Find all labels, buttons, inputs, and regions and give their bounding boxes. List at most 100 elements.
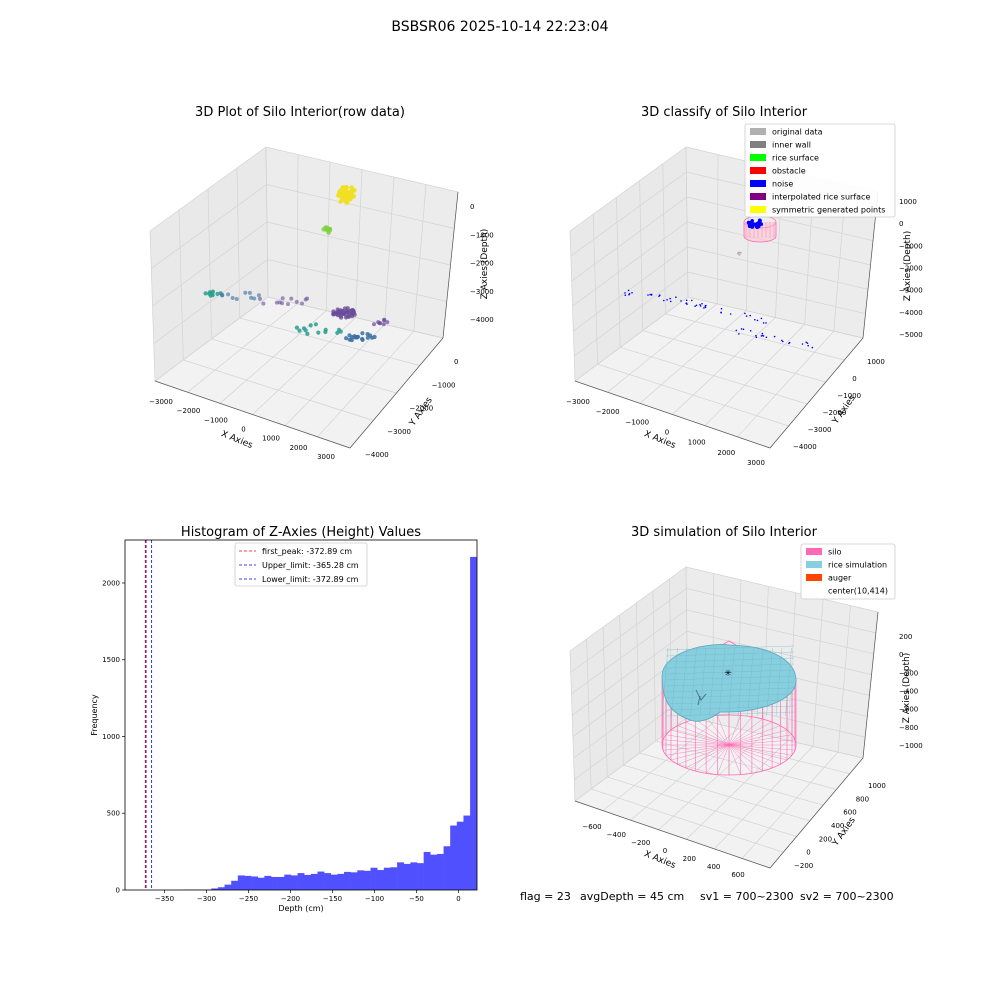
silo-floor-spoke (728, 744, 741, 775)
pane-left-wall (570, 147, 688, 381)
silo-floor-spoke (705, 744, 730, 774)
panel4-x-tick: 400 (707, 863, 720, 871)
panel1-z-tick: −4000 (470, 316, 494, 324)
legend-swatch (750, 193, 766, 200)
auger-marker (695, 689, 707, 706)
raw-data-point (230, 296, 235, 300)
panel4-x-tick: 0 (663, 847, 667, 855)
panel4-zlabel: Z Axies (Depth) (902, 653, 912, 724)
noise-point (761, 332, 764, 335)
gridline-z (572, 221, 871, 307)
panel2-x-tick: −2000 (596, 408, 620, 416)
silo-floor-spoke (728, 725, 781, 746)
noise-point (675, 296, 677, 299)
silo-floor-spoke (728, 744, 793, 756)
raw-data-point (294, 325, 299, 330)
noise-point (742, 328, 745, 331)
histogram-x-ticks: −350 −300 −250 −200 −150 −100 −50 0 (155, 890, 461, 903)
histogram-bar (324, 873, 332, 890)
noise-point (735, 329, 738, 332)
panel4-x-tick: −200 (631, 839, 650, 847)
panel1-x-tick: −2000 (177, 407, 201, 415)
noise-point (631, 291, 633, 294)
panel4-z-tick: −1000 (899, 742, 923, 750)
x-tick-label: −100 (365, 895, 384, 903)
panel2-x-tick: 3000 (747, 459, 765, 467)
raw-data-point (215, 291, 220, 296)
silo-floor-spoke (677, 725, 730, 746)
legend-label: symmetric generated points (772, 206, 885, 215)
raw-data-point (378, 321, 383, 326)
axis-x-line (574, 380, 771, 449)
histogram-bar (271, 876, 278, 890)
x-tick-label: −250 (239, 895, 258, 903)
noise-point (782, 340, 784, 343)
rice-mesh-line (680, 647, 688, 717)
panel1-y-ticks: 0 −1000 −2000 −3000 −4000 (365, 358, 458, 459)
noise-point (647, 294, 649, 296)
noise-point (765, 322, 767, 324)
noise-point (669, 297, 671, 300)
panel2-z-ticks: 1000 0 −1000 −2000 −3000 −4000 −5000 (899, 198, 923, 339)
panel2-y-tick: −2000 (823, 409, 847, 417)
panel2-z-tick: 1000 (899, 198, 917, 206)
noise-point (765, 336, 768, 339)
raw-data-point (300, 301, 304, 306)
y-tick-label: 2000 (102, 579, 120, 587)
gridline-z (571, 196, 874, 282)
silo-floor-spoke (717, 715, 730, 746)
raw-data-point (331, 311, 336, 317)
panel-classify-3d: 3D classify of Silo Interior −3000−2000−… (566, 105, 923, 467)
legend-swatch (750, 141, 766, 148)
raw-data-point (344, 200, 349, 205)
histogram-bar (344, 871, 351, 890)
raw-data-point (249, 295, 254, 300)
noise-point (738, 333, 740, 335)
y-tick-label: 1500 (102, 656, 120, 664)
silo-floor-spoke (665, 734, 730, 746)
rice-mesh-line (728, 647, 735, 717)
panel4-z-tick: −800 (899, 724, 918, 732)
raw-data-point (343, 315, 349, 320)
histogram-bar (211, 888, 219, 890)
noise-point (755, 336, 758, 339)
panel4-z-ticks: 200 0 −200 −400 −600 −800 −1000 (899, 633, 923, 750)
panel4-xlabel: X Axies (642, 849, 677, 871)
pane-left-wall (150, 147, 268, 381)
histogram-bar (423, 851, 431, 890)
axis-z-line (862, 611, 879, 759)
histogram-bar (417, 863, 424, 890)
noise-point (762, 322, 765, 324)
panel2-z-tick: −2000 (899, 265, 923, 273)
raw-data-point (335, 330, 340, 335)
histogram-bar (224, 884, 232, 890)
axis-z-line (442, 191, 459, 339)
panel2-xlabel: X Axies (642, 429, 677, 451)
histogram-bar (370, 867, 378, 890)
histogram-bar (350, 872, 358, 890)
legend-swatch (750, 206, 766, 213)
panel4-z-tick: 200 (899, 633, 912, 641)
legend-label: noise (772, 180, 793, 189)
panel3-title: Histogram of Z-Axies (Height) Values (181, 525, 421, 540)
raw-data-point (280, 296, 285, 301)
panel2-x-ticks: −3000 −2000 −1000 0 1000 2000 3000 (566, 398, 765, 467)
histogram-frame (124, 539, 478, 891)
noise-point (624, 294, 627, 297)
noise-point (704, 305, 706, 307)
raw-data-point (372, 334, 377, 340)
silo-floor-spoke (728, 716, 753, 746)
y-tick-label: 500 (107, 810, 120, 818)
gridline-z (570, 588, 876, 673)
histogram-bar (244, 875, 252, 890)
footer-avg-depth: avgDepth = 45 cm (580, 890, 684, 903)
histogram-bar (257, 877, 265, 890)
legend-swatch (750, 128, 766, 135)
panel-histogram: Histogram of Z-Axies (Height) Values −35… (90, 525, 478, 913)
raw-data-point (243, 290, 248, 295)
noise-point (703, 307, 705, 309)
raw-data-point (286, 302, 290, 307)
panel1-points (203, 185, 390, 343)
legend-label: rice surface (772, 154, 819, 163)
raw-data-point (344, 336, 349, 341)
